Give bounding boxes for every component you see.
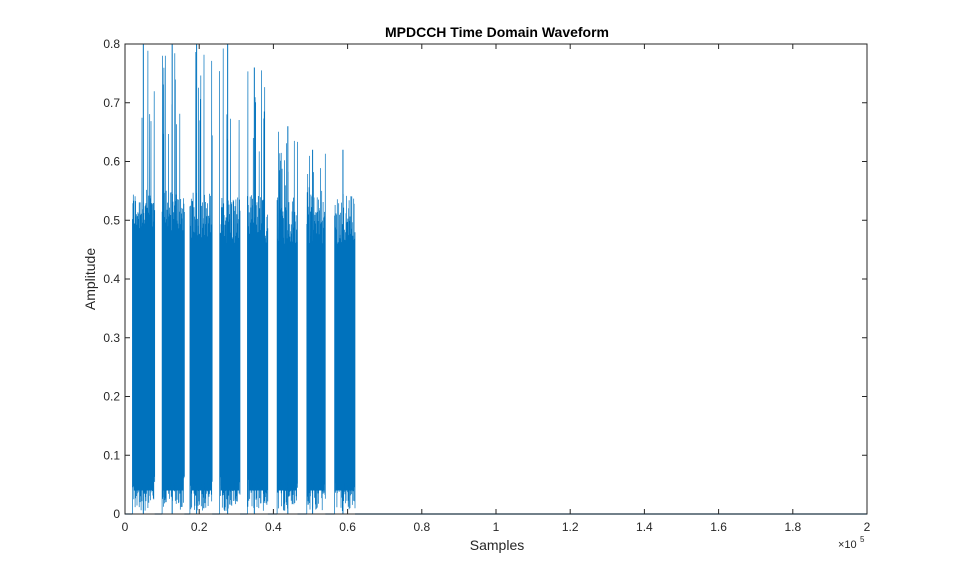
waveform-burst [189,44,213,514]
x-tick-label: 0.4 [265,520,282,534]
burst-envelope [189,51,213,514]
waveform-burst [161,44,185,514]
waveform-burst [276,126,298,514]
y-tick-label: 0.6 [103,155,120,169]
x-tick-label: 1.2 [562,520,579,534]
chart-title: MPDCCH Time Domain Waveform [385,24,609,40]
waveform-burst [334,149,356,514]
y-axis-label: Amplitude [82,248,98,310]
waveform-burst [219,44,241,514]
burst-envelope [161,53,185,514]
x-tick-label: 0.8 [413,520,430,534]
burst-envelope [247,70,269,514]
plot-area: 0 0.2 0.4 0.6 0.8 1 1.2 1.4 1.6 1.8 2 0 0.1 0.2 0.3 0.… [103,37,870,534]
y-tick-label: 0 [113,507,120,521]
burst-envelope [306,153,326,514]
y-tick-label: 0.4 [103,272,120,286]
y-axis-ticks: 0 0.1 0.2 0.3 0.4 0.5 0.6 0.7 0.8 [103,37,867,521]
waveform-burst [247,67,269,514]
y-tick-label: 0.5 [103,213,120,227]
burst-envelope [276,131,298,514]
x-tick-label: 1 [493,520,500,534]
x-tick-label: 0 [122,520,129,534]
y-tick-label: 0.2 [103,390,120,404]
x-tick-label: 1.6 [710,520,727,534]
x-axis-label: Samples [470,537,524,553]
y-tick-label: 0.1 [103,448,120,462]
x-tick-label: 2 [864,520,871,534]
y-tick-label: 0.8 [103,37,120,51]
series-layer [125,44,867,515]
waveform-burst [132,44,156,514]
y-tick-label: 0.3 [103,331,120,345]
x-axis-ticks: 0 0.2 0.4 0.6 0.8 1 1.2 1.4 1.6 1.8 2 [122,44,871,534]
x-exponent-base: ×10 [838,539,857,551]
x-tick-label: 1.4 [636,520,653,534]
y-tick-label: 0.7 [103,96,120,110]
burst-envelope [219,48,241,514]
x-tick-label: 0.6 [339,520,356,534]
x-tick-label: 0.2 [191,520,208,534]
x-axis-exponent: ×10 5 [838,535,865,551]
x-tick-label: 1.8 [784,520,801,534]
waveform-burst [306,149,326,514]
x-exponent-power: 5 [860,535,865,544]
burst-envelope [334,194,356,514]
